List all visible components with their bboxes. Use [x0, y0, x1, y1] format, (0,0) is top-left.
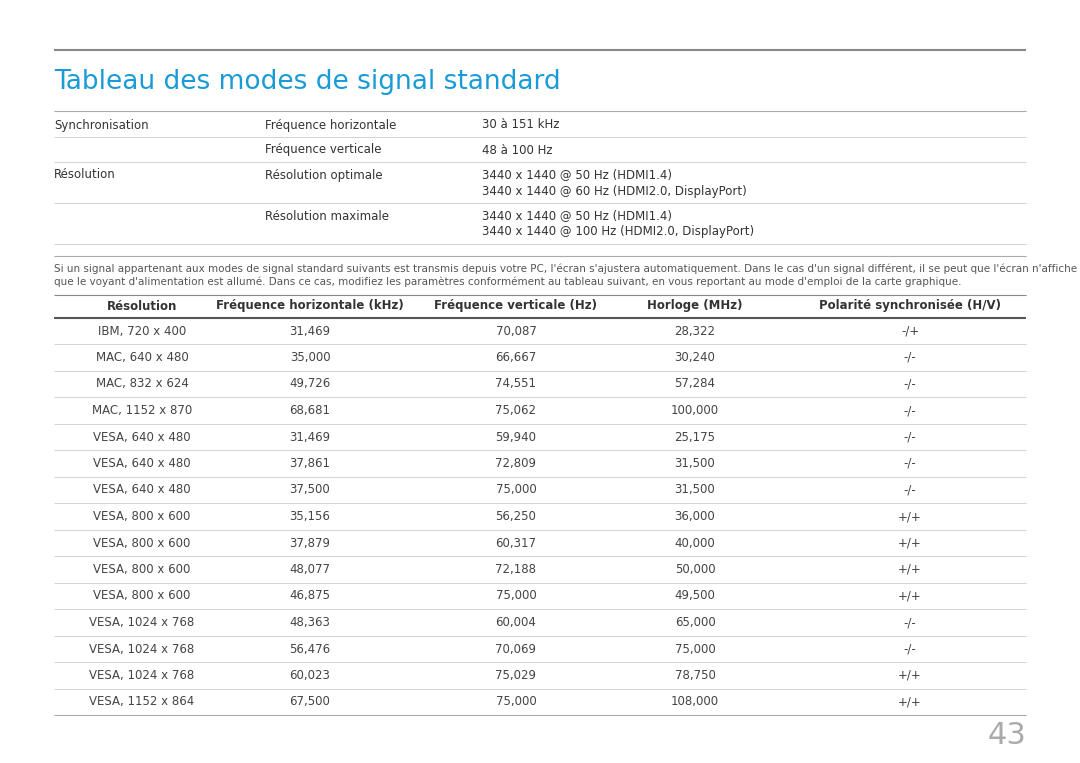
Text: IBM, 720 x 400: IBM, 720 x 400	[98, 324, 186, 337]
Text: 70,069: 70,069	[496, 642, 537, 655]
Text: +/+: +/+	[899, 669, 922, 682]
Text: MAC, 640 x 480: MAC, 640 x 480	[96, 351, 188, 364]
Text: 30 à 151 kHz: 30 à 151 kHz	[482, 118, 559, 131]
Text: 48,077: 48,077	[289, 563, 330, 576]
Text: Fréquence horizontale: Fréquence horizontale	[265, 118, 396, 131]
Text: -/-: -/-	[904, 642, 916, 655]
Text: -/-: -/-	[904, 378, 916, 391]
Text: 59,940: 59,940	[496, 430, 537, 443]
Text: VESA, 640 x 480: VESA, 640 x 480	[93, 430, 191, 443]
Text: Résolution maximale: Résolution maximale	[265, 210, 389, 223]
Text: Horloge (MHz): Horloge (MHz)	[647, 300, 743, 313]
Text: 60,317: 60,317	[496, 536, 537, 549]
Text: Fréquence verticale: Fréquence verticale	[265, 143, 381, 156]
Text: Fréquence verticale (Hz): Fréquence verticale (Hz)	[434, 300, 597, 313]
Text: -/-: -/-	[904, 457, 916, 470]
Text: 75,029: 75,029	[496, 669, 537, 682]
Text: 56,250: 56,250	[496, 510, 537, 523]
Text: +/+: +/+	[899, 590, 922, 603]
Text: 48,363: 48,363	[289, 616, 330, 629]
Text: Tableau des modes de signal standard: Tableau des modes de signal standard	[54, 69, 561, 95]
Text: 72,809: 72,809	[496, 457, 537, 470]
Text: 48 à 100 Hz: 48 à 100 Hz	[482, 143, 553, 156]
Text: 75,000: 75,000	[675, 642, 715, 655]
Text: VESA, 800 x 600: VESA, 800 x 600	[93, 563, 191, 576]
Text: VESA, 800 x 600: VESA, 800 x 600	[93, 590, 191, 603]
Text: 68,681: 68,681	[289, 404, 330, 417]
Text: -/-: -/-	[904, 404, 916, 417]
Text: 65,000: 65,000	[675, 616, 715, 629]
Text: 35,156: 35,156	[289, 510, 330, 523]
Text: 100,000: 100,000	[671, 404, 719, 417]
Text: que le voyant d'alimentation est allumé. Dans ce cas, modifiez les paramètres co: que le voyant d'alimentation est allumé.…	[54, 277, 961, 287]
Text: 37,879: 37,879	[289, 536, 330, 549]
Text: 50,000: 50,000	[675, 563, 715, 576]
Text: 37,861: 37,861	[289, 457, 330, 470]
Text: 31,500: 31,500	[675, 484, 715, 497]
Text: 36,000: 36,000	[675, 510, 715, 523]
Text: Résolution: Résolution	[54, 169, 116, 182]
Text: +/+: +/+	[899, 563, 922, 576]
Text: 66,667: 66,667	[496, 351, 537, 364]
Text: 75,000: 75,000	[496, 484, 537, 497]
Text: VESA, 640 x 480: VESA, 640 x 480	[93, 457, 191, 470]
Text: 3440 x 1440 @ 50 Hz (HDMI1.4): 3440 x 1440 @ 50 Hz (HDMI1.4)	[482, 210, 672, 223]
Text: VESA, 800 x 600: VESA, 800 x 600	[93, 536, 191, 549]
Text: +/+: +/+	[899, 696, 922, 709]
Text: VESA, 1024 x 768: VESA, 1024 x 768	[90, 616, 194, 629]
Text: 46,875: 46,875	[289, 590, 330, 603]
Text: Résolution optimale: Résolution optimale	[265, 169, 382, 182]
Text: 75,062: 75,062	[496, 404, 537, 417]
Text: 67,500: 67,500	[289, 696, 330, 709]
Text: +/+: +/+	[899, 510, 922, 523]
Text: -/-: -/-	[904, 430, 916, 443]
Text: Si un signal appartenant aux modes de signal standard suivants est transmis depu: Si un signal appartenant aux modes de si…	[54, 264, 1080, 274]
Text: 40,000: 40,000	[675, 536, 715, 549]
Text: 70,087: 70,087	[496, 324, 537, 337]
Text: 31,500: 31,500	[675, 457, 715, 470]
Text: VESA, 800 x 600: VESA, 800 x 600	[93, 510, 191, 523]
Text: -/-: -/-	[904, 484, 916, 497]
Text: 3440 x 1440 @ 100 Hz (HDMI2.0, DisplayPort): 3440 x 1440 @ 100 Hz (HDMI2.0, DisplayPo…	[482, 226, 754, 239]
Text: 57,284: 57,284	[675, 378, 715, 391]
Text: Fréquence horizontale (kHz): Fréquence horizontale (kHz)	[216, 300, 404, 313]
Text: 72,188: 72,188	[496, 563, 537, 576]
Text: 28,322: 28,322	[675, 324, 715, 337]
Text: +/+: +/+	[899, 536, 922, 549]
Text: 74,551: 74,551	[496, 378, 537, 391]
Text: 31,469: 31,469	[289, 430, 330, 443]
Text: 3440 x 1440 @ 50 Hz (HDMI1.4): 3440 x 1440 @ 50 Hz (HDMI1.4)	[482, 169, 672, 182]
Text: -/-: -/-	[904, 616, 916, 629]
Text: 75,000: 75,000	[496, 696, 537, 709]
Text: 49,500: 49,500	[675, 590, 715, 603]
Text: -/-: -/-	[904, 351, 916, 364]
Text: 30,240: 30,240	[675, 351, 715, 364]
Text: 75,000: 75,000	[496, 590, 537, 603]
Text: 60,023: 60,023	[289, 669, 330, 682]
Text: 3440 x 1440 @ 60 Hz (HDMI2.0, DisplayPort): 3440 x 1440 @ 60 Hz (HDMI2.0, DisplayPor…	[482, 185, 746, 198]
Text: 56,476: 56,476	[289, 642, 330, 655]
Text: Synchronisation: Synchronisation	[54, 118, 149, 131]
Text: 31,469: 31,469	[289, 324, 330, 337]
Text: 35,000: 35,000	[289, 351, 330, 364]
Text: 25,175: 25,175	[675, 430, 715, 443]
Text: 37,500: 37,500	[289, 484, 330, 497]
Text: VESA, 1152 x 864: VESA, 1152 x 864	[90, 696, 194, 709]
Text: Polarité synchronisée (H/V): Polarité synchronisée (H/V)	[819, 300, 1001, 313]
Text: 108,000: 108,000	[671, 696, 719, 709]
Text: Résolution: Résolution	[107, 300, 177, 313]
Text: -/+: -/+	[901, 324, 919, 337]
Text: MAC, 832 x 624: MAC, 832 x 624	[95, 378, 188, 391]
Text: 43: 43	[987, 720, 1026, 749]
Text: 60,004: 60,004	[496, 616, 537, 629]
Text: 49,726: 49,726	[289, 378, 330, 391]
Text: MAC, 1152 x 870: MAC, 1152 x 870	[92, 404, 192, 417]
Text: VESA, 640 x 480: VESA, 640 x 480	[93, 484, 191, 497]
Text: VESA, 1024 x 768: VESA, 1024 x 768	[90, 669, 194, 682]
Text: 78,750: 78,750	[675, 669, 715, 682]
Text: VESA, 1024 x 768: VESA, 1024 x 768	[90, 642, 194, 655]
